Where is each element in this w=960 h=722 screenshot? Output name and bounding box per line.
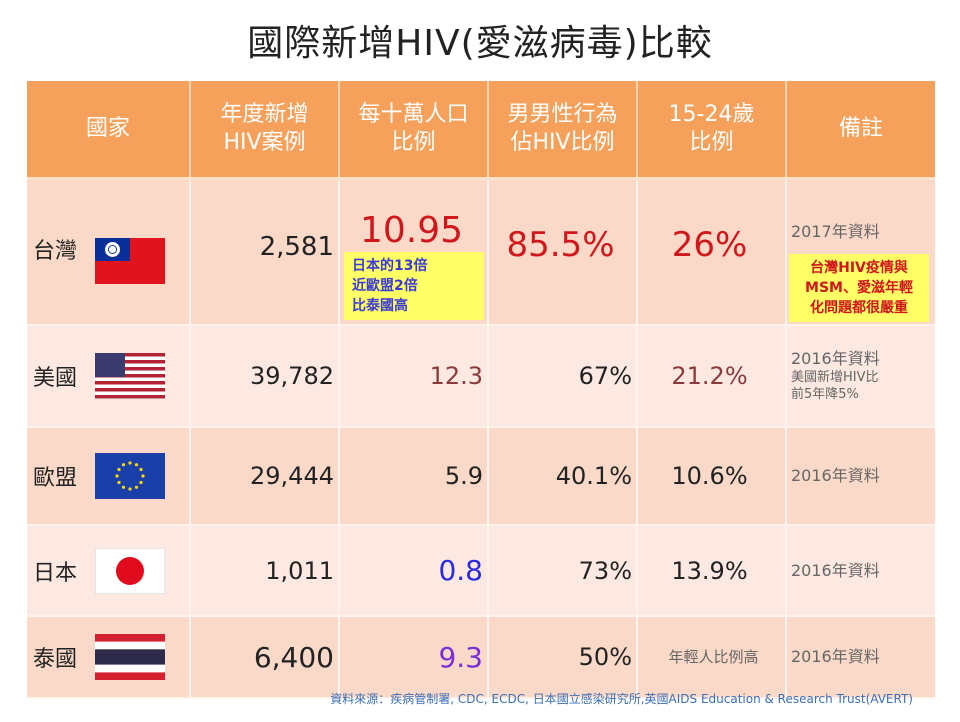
severity-callout: 台灣HIV疫情與 MSM、愛滋年輕 化問題都很嚴重: [789, 254, 929, 322]
header-country: 國家: [27, 81, 191, 180]
header-per100k: 每十萬人口 比例: [339, 81, 489, 180]
table-row: 日本 1,011 0.8 73% 13.9% 2016年資料: [27, 525, 935, 617]
per100k-value: 10.95: [359, 210, 464, 251]
taiwan-flag-icon: [95, 238, 165, 284]
note-text: 2017年資料: [791, 222, 880, 241]
per100k-value: 9.3: [438, 640, 483, 674]
msm-value: 50%: [578, 643, 632, 671]
cases-value: 2,581: [259, 232, 334, 262]
eu-flag-icon: [95, 453, 165, 499]
table-row: 台灣 2,581 10.95 日本的13倍 近歐盟2倍 比泰國高 85.5% 2…: [27, 178, 935, 326]
note-subtext: 美國新增HIV比 前5年降5%: [791, 370, 879, 402]
country-cell: 美國: [27, 353, 189, 399]
note-text: 2016年資料: [791, 466, 880, 485]
header-note: 備註: [786, 81, 935, 180]
per100k-value: 12.3: [429, 362, 483, 390]
msm-value: 40.1%: [555, 462, 632, 490]
page-title: 國際新增HIV(愛滋病毒)比較: [247, 23, 713, 64]
country-name: 台灣: [33, 239, 78, 264]
japan-flag-icon: [95, 547, 165, 594]
msm-value: 85.5%: [506, 225, 615, 265]
source-citation: 資料來源：疾病管制署, CDC, ECDC, 日本國立感染研究所,英國AIDS …: [330, 692, 913, 706]
thailand-flag-icon: [95, 634, 165, 680]
youth-value: 13.9%: [671, 556, 748, 585]
youth-value: 21.2%: [671, 362, 748, 390]
comparison-callout: 日本的13倍 近歐盟2倍 比泰國高: [344, 252, 484, 320]
header-row: 國家 年度新增 HIV案例 每十萬人口 比例 男男性行為 佔HIV比例 15-2…: [27, 81, 935, 180]
table-row: 美國 39,782 12.3 67% 21.2% 2016年資料 美國新增H: [27, 325, 935, 428]
note-text: 2016年資料: [791, 647, 880, 666]
table-row: 歐盟 29,444 5.9 40.1% 10.6% 2016年資料: [27, 427, 935, 526]
header-cases: 年度新增 HIV案例: [190, 81, 340, 180]
msm-value: 67%: [578, 362, 632, 390]
youth-value: 26%: [671, 225, 748, 265]
msm-value: 73%: [578, 556, 632, 585]
country-name: 歐盟: [33, 466, 78, 491]
per100k-value: 0.8: [438, 554, 483, 587]
table-row: 泰國 6,400 9.3 50% 年輕人比例高 2016年資料: [27, 616, 935, 699]
usa-flag-icon: [95, 353, 165, 399]
note-text: 2016年資料: [791, 349, 880, 368]
youth-value: 年輕人比例高: [668, 648, 759, 666]
country-name: 泰國: [33, 647, 78, 672]
country-name: 日本: [33, 560, 78, 586]
country-cell: 台灣: [27, 214, 189, 284]
country-cell: 日本: [27, 547, 189, 594]
cases-value: 39,782: [250, 362, 334, 390]
cases-value: 29,444: [250, 462, 334, 490]
youth-value: 10.6%: [671, 462, 748, 490]
cases-value: 1,011: [265, 556, 334, 585]
country-cell: 泰國: [27, 634, 189, 680]
country-name: 美國: [33, 366, 78, 391]
country-cell: 歐盟: [27, 453, 189, 499]
hiv-comparison-table: 國家 年度新增 HIV案例 每十萬人口 比例 男男性行為 佔HIV比例 15-2…: [27, 81, 935, 699]
header-msm: 男男性行為 佔HIV比例: [488, 81, 638, 180]
per100k-value: 5.9: [444, 462, 483, 490]
header-youth: 15-24歲 比例: [637, 81, 787, 180]
cases-value: 6,400: [253, 640, 334, 674]
note-text: 2016年資料: [791, 560, 880, 580]
